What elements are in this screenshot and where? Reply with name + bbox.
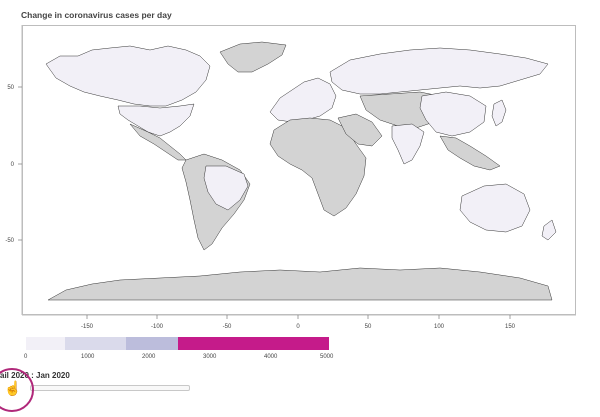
- y-ticks: 50 0 -50: [5, 85, 22, 244]
- x-tick-label: 0: [296, 324, 300, 330]
- date-slider[interactable]: [30, 385, 190, 391]
- country-china[interactable]: [419, 91, 487, 137]
- y-tick-label: 0: [11, 162, 15, 168]
- region-southeast-asia[interactable]: [439, 135, 501, 171]
- date-slider-label: ail 2020 : Jan 2020: [0, 371, 70, 380]
- legend-tick-label: 1000: [81, 354, 95, 360]
- country-united-states[interactable]: [117, 103, 195, 137]
- cursor-highlight: [0, 368, 34, 412]
- y-tick-label: 50: [7, 85, 14, 91]
- country-new-zealand[interactable]: [541, 219, 557, 241]
- region-antarctica[interactable]: [47, 267, 553, 301]
- country-brazil[interactable]: [203, 165, 249, 211]
- country-greenland[interactable]: [219, 41, 287, 73]
- legend-bin-1000-2000: [65, 337, 126, 350]
- region-europe[interactable]: [269, 77, 337, 123]
- legend-bin-4000-5000: [238, 337, 329, 350]
- legend-bin-2000-3000: [126, 337, 178, 350]
- map-title: Change in coronavirus cases per day: [21, 10, 172, 20]
- x-tick-label: 100: [434, 324, 445, 330]
- legend-tick-label: 3000: [203, 354, 217, 360]
- hand-pointer-icon: ☝: [4, 380, 22, 396]
- x-tick-label: -150: [81, 324, 94, 330]
- region-middle-east[interactable]: [337, 113, 383, 147]
- legend-tick-label: 0: [24, 354, 28, 360]
- x-tick-label: -50: [223, 324, 232, 330]
- y-tick-label: -50: [5, 238, 14, 244]
- x-ticks: -150 -100 -50 0 50 100 150: [81, 315, 516, 330]
- country-canada[interactable]: [45, 45, 211, 107]
- x-tick-label: 50: [365, 324, 372, 330]
- country-japan[interactable]: [491, 99, 507, 127]
- country-russia[interactable]: [329, 47, 549, 95]
- region-africa[interactable]: [269, 117, 367, 217]
- country-australia[interactable]: [459, 183, 531, 233]
- countries: [45, 41, 557, 301]
- legend-tick-label: 2000: [142, 354, 156, 360]
- legend-bin-3000-4000: [178, 337, 238, 350]
- color-legend: [26, 337, 329, 350]
- country-india[interactable]: [391, 123, 425, 165]
- x-tick-label: -100: [151, 324, 164, 330]
- legend-tick-label: 4000: [264, 354, 278, 360]
- legend-tick-label: 5000: [320, 354, 334, 360]
- x-tick-label: 150: [505, 324, 516, 330]
